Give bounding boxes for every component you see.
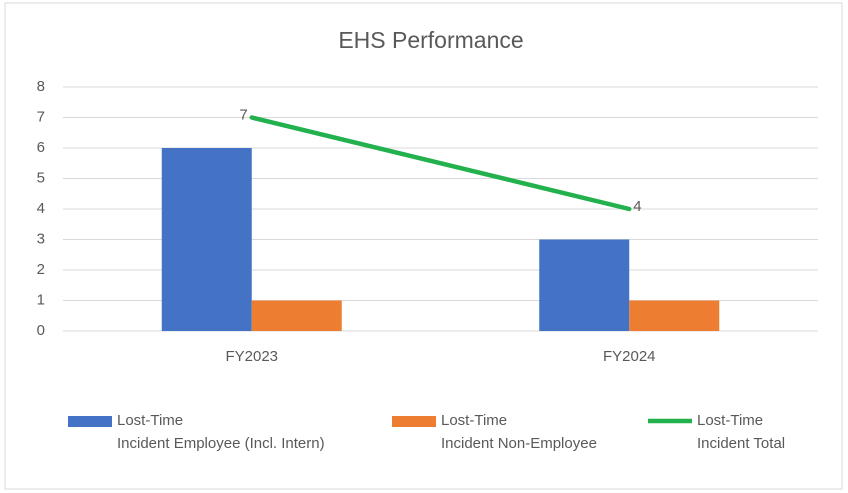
bar [251,300,342,331]
line-series [249,115,632,212]
x-tick-label: FY2024 [603,348,656,365]
y-tick-label: 2 [37,261,45,278]
legend-label: Lost-Time Incident Non-Employee [441,412,597,452]
legend-label: Lost-Time Incident Employee (Incl. Inter… [117,412,325,452]
y-tick-label: 8 [37,78,45,95]
y-tick-label: 6 [37,139,45,156]
y-tick-label: 3 [37,230,45,247]
y-tick-label: 7 [37,108,45,125]
y-tick-label: 4 [37,200,45,217]
bar [161,148,252,331]
legend-swatch [392,416,436,427]
y-tick-label: 1 [37,291,45,308]
x-tick-label: FY2023 [225,348,278,365]
bar [629,300,720,331]
legend-label: Lost-Time Incident Total [697,412,786,452]
data-label: 4 [633,198,641,215]
data-label: 7 [239,106,247,123]
legend-swatch [68,416,112,427]
bar [539,239,630,331]
chart-frame [4,2,843,490]
y-tick-label: 5 [37,169,45,186]
y-tick-label: 0 [37,322,45,339]
chart-title: EHS Performance [338,27,523,53]
